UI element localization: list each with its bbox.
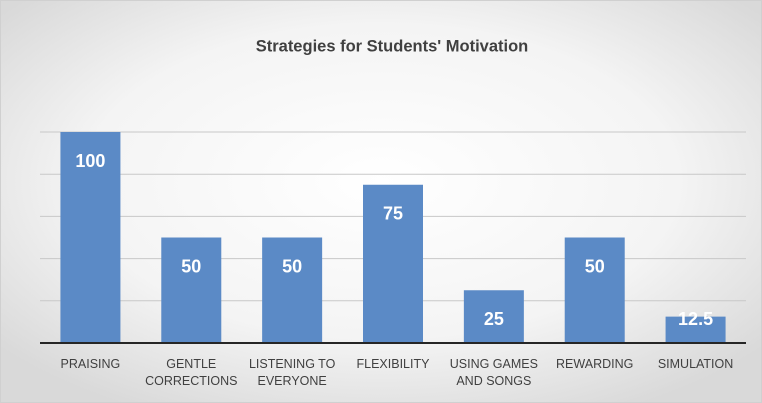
bar <box>363 184 423 343</box>
data-label: 12.5 <box>678 309 713 329</box>
chart-title: Strategies for Students' Motivation <box>256 37 529 55</box>
data-label: 75 <box>383 204 403 224</box>
data-label: 50 <box>282 256 302 276</box>
bar <box>665 316 726 343</box>
bar <box>564 237 625 343</box>
data-label: 50 <box>181 256 201 276</box>
x-tick-label: SIMULATION <box>657 357 734 371</box>
data-label: 25 <box>484 309 504 329</box>
x-tick-label: PRAISING <box>60 357 121 371</box>
data-label: 100 <box>75 151 105 171</box>
bar <box>161 237 222 343</box>
x-tick-label: REWARDING <box>556 357 634 371</box>
x-tick-label: LISTENING TO EVERYONE <box>248 357 336 388</box>
x-tick-label: FLEXIBILITY <box>356 357 430 371</box>
bar <box>463 290 524 343</box>
x-tick-label: USING GAMES AND SONGS <box>449 357 538 388</box>
data-label: 50 <box>585 256 605 276</box>
bar <box>60 132 121 343</box>
bar <box>262 237 323 343</box>
x-tick-label: GENTLE CORRECTIONS <box>145 357 238 388</box>
